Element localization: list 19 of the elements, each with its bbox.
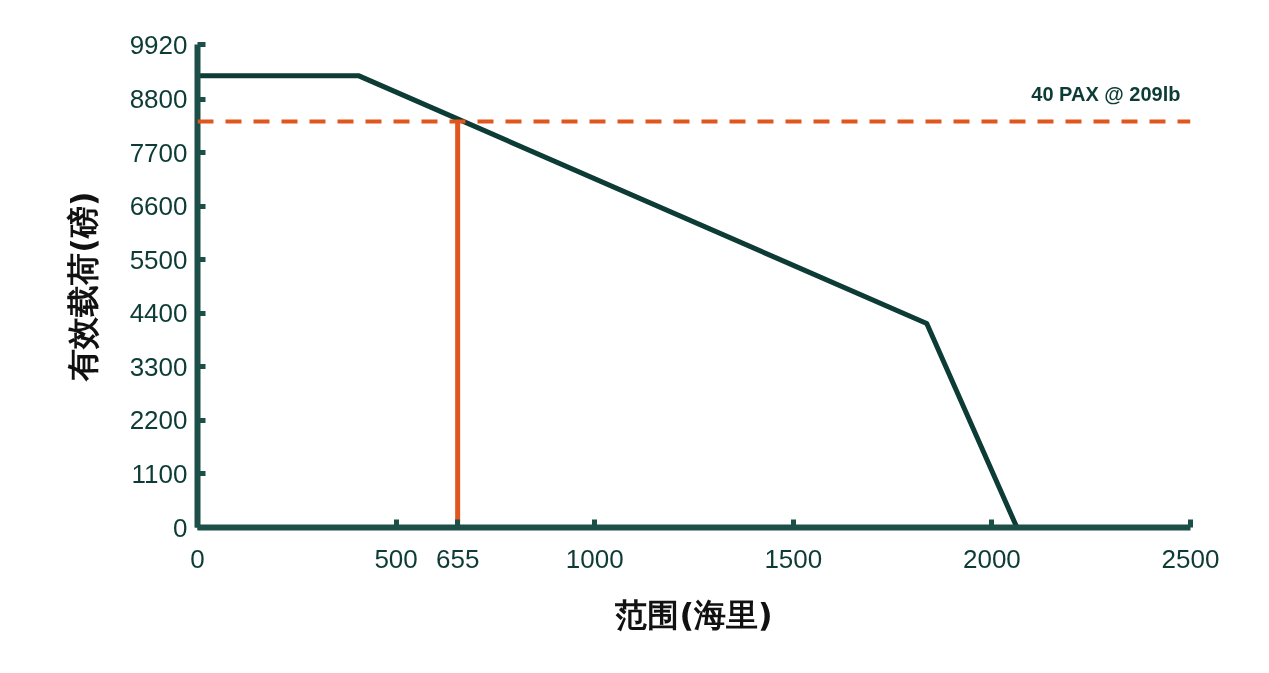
y-tick-label: 3300 — [129, 351, 188, 382]
y-tick-label: 4400 — [129, 298, 188, 329]
x-tick-label: 500 — [374, 543, 418, 574]
y-axis-title: 有效载荷(磅) — [63, 191, 102, 382]
y-tick-label: 7700 — [129, 137, 188, 168]
y-tick-label: 0 — [173, 512, 188, 543]
x-tick-label: 1500 — [764, 543, 823, 574]
x-axis-title: 范围(海里) — [614, 595, 773, 634]
x-tick-label: 2500 — [1161, 543, 1220, 574]
y-tick-label: 2200 — [129, 405, 188, 436]
x-tick-label: 2000 — [962, 543, 1021, 574]
ref-line-label: 40 PAX @ 209lb — [1031, 83, 1181, 106]
x-tick-label: 1000 — [565, 543, 624, 574]
y-tick-label: 6600 — [129, 191, 188, 222]
y-tick-label: 1100 — [131, 458, 188, 489]
y-tick-label: 5500 — [129, 244, 188, 275]
y-tick-label: 8800 — [129, 84, 188, 115]
x-tick-label: 655 — [435, 543, 480, 574]
y-tick-label: 9920 — [129, 29, 188, 60]
